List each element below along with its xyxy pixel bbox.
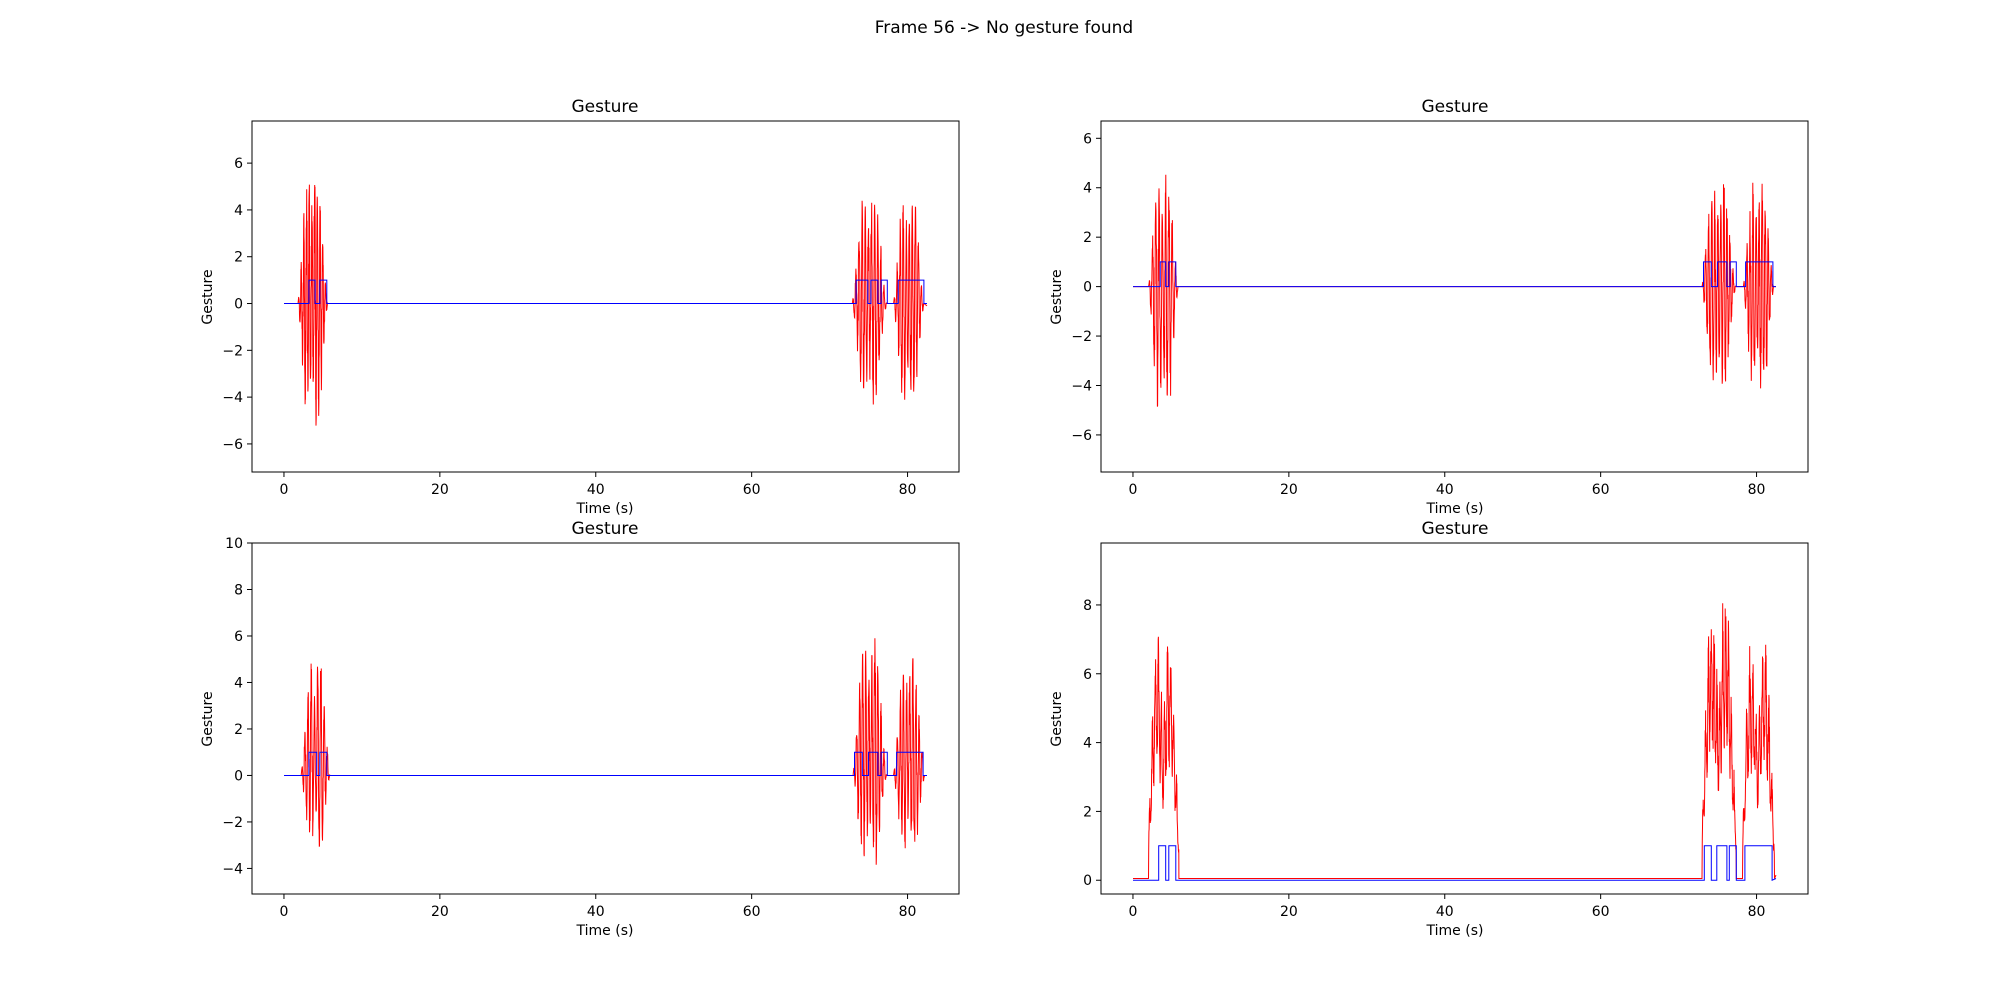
x-tick-label: 80 (1748, 904, 1766, 920)
y-tick-label: 4 (1083, 181, 1092, 197)
subplot-bottom-right: Gesture Time (s) Gesture 0 20 40 60 80 0 2 4 6 8 (1049, 519, 1809, 939)
subplot-top-right: Gesture Time (s) Gesture 0 20 40 60 80−6−4−2… (1049, 97, 1809, 517)
x-tick-label: 60 (743, 904, 761, 920)
series-line-signal (284, 184, 928, 426)
series-line-signal (1133, 174, 1776, 407)
series-line-signal (1133, 603, 1777, 879)
y-tick-label: 0 (234, 768, 243, 784)
x-tick-label: 80 (899, 904, 917, 920)
x-tick-label: 20 (1280, 482, 1298, 498)
y-tick-label: 6 (1083, 131, 1092, 147)
plot-area (284, 184, 928, 426)
y-axis-label: Gesture (1049, 691, 1065, 746)
x-tick-label: 60 (1592, 904, 1610, 920)
y-tick-label: 2 (234, 250, 243, 266)
y-tick-label: 2 (234, 722, 243, 738)
x-tick-label: 40 (587, 904, 605, 920)
x-axis-label: Time (s) (1426, 923, 1484, 939)
y-tick-label: −4 (222, 861, 243, 877)
series-line-gesture-label (1133, 261, 1776, 288)
series-line-gesture-label (284, 279, 927, 304)
plot-area (284, 638, 927, 865)
y-tick-label: −6 (222, 437, 243, 453)
x-axis-label: Time (s) (576, 923, 634, 939)
series-line-gesture-label (284, 751, 927, 776)
figure-suptitle: Frame 56 -> No gesture found (875, 18, 1133, 38)
y-tick-label: 6 (234, 629, 243, 645)
y-tick-label: 10 (225, 536, 243, 552)
y-tick-label: 4 (1083, 736, 1092, 752)
plot-area (1133, 603, 1777, 881)
axes-frame (1100, 542, 1809, 895)
y-tick-label: −6 (1071, 428, 1092, 444)
y-tick-label: −2 (222, 815, 243, 831)
y-tick-label: 4 (234, 203, 243, 219)
x-tick-label: 80 (899, 482, 917, 498)
y-tick-label: −2 (1071, 329, 1092, 345)
x-tick-label: 40 (1436, 904, 1454, 920)
series-line-gesture-label (1133, 845, 1777, 881)
x-tick-label: 60 (1592, 482, 1610, 498)
x-tick-label: 0 (1128, 904, 1137, 920)
x-axis-label: Time (s) (576, 501, 634, 517)
y-tick-label: 0 (1083, 873, 1092, 889)
x-tick-label: 20 (1280, 904, 1298, 920)
subplot-title: Gesture (571, 519, 638, 539)
series-line-signal (284, 638, 927, 865)
x-tick-label: 40 (1436, 482, 1454, 498)
axes-frame (251, 542, 960, 895)
x-tick-label: 20 (431, 482, 449, 498)
y-tick-label: 4 (234, 675, 243, 691)
y-tick-label: 0 (234, 297, 243, 313)
x-tick-label: 0 (279, 482, 288, 498)
y-tick-label: 8 (234, 582, 243, 598)
axes-frame (1100, 120, 1809, 473)
x-tick-label: 60 (743, 482, 761, 498)
y-tick-label: −4 (1071, 378, 1092, 394)
x-tick-label: 80 (1748, 482, 1766, 498)
x-tick-label: 0 (279, 904, 288, 920)
y-tick-label: 2 (1083, 230, 1092, 246)
x-tick-label: 20 (431, 904, 449, 920)
y-tick-label: 2 (1083, 804, 1092, 820)
y-tick-label: −2 (222, 343, 243, 359)
subplot-title: Gesture (1421, 97, 1488, 117)
subplot-title: Gesture (571, 97, 638, 117)
x-axis-label: Time (s) (1426, 501, 1484, 517)
y-axis-label: Gesture (200, 269, 216, 324)
y-axis-label: Gesture (200, 691, 216, 746)
y-tick-label: −4 (222, 390, 243, 406)
x-tick-label: 0 (1128, 482, 1137, 498)
subplot-top-left: Gesture Time (s) Gesture 0 20 40 60 80−6−4−2… (200, 97, 960, 517)
subplot-title: Gesture (1421, 519, 1488, 539)
y-tick-label: 6 (1083, 667, 1092, 683)
x-tick-label: 40 (587, 482, 605, 498)
y-axis-label: Gesture (1049, 269, 1065, 324)
plot-area (1133, 174, 1776, 407)
y-tick-label: 6 (234, 156, 243, 172)
y-tick-label: 0 (1083, 280, 1092, 296)
subplot-bottom-left: Gesture Time (s) Gesture 0 20 40 60 80 −4 −2 0 2… (200, 519, 960, 939)
y-tick-label: 8 (1083, 598, 1092, 614)
axes-frame (251, 120, 960, 473)
